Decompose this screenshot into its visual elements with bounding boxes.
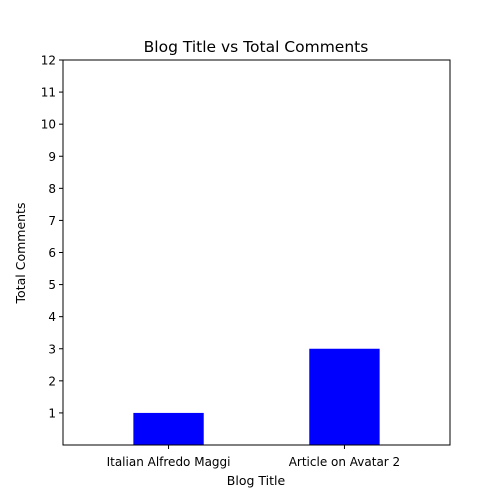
y-tick-label: 8 (48, 182, 56, 196)
y-tick-label: 12 (41, 54, 56, 68)
y-tick-label: 3 (48, 342, 56, 356)
x-tick-label: Article on Avatar 2 (289, 455, 400, 469)
y-tick-label: 4 (48, 310, 56, 324)
y-tick-label: 2 (48, 374, 56, 388)
y-axis-title: Total Comments (13, 203, 28, 305)
bar-0 (133, 412, 204, 445)
y-tick-label: 6 (48, 246, 56, 260)
bars-layer (133, 348, 380, 445)
y-tick-label: 5 (48, 278, 56, 292)
x-tick-label: Italian Alfredo Maggi (107, 455, 231, 469)
y-tick-label: 9 (48, 150, 56, 164)
y-tick-label: 10 (41, 118, 56, 132)
y-tick-label: 11 (41, 86, 56, 100)
x-axis: Italian Alfredo Maggi Article on Avatar 2 (107, 445, 400, 469)
plot-area-frame (62, 59, 451, 446)
y-tick-label: 1 (48, 406, 56, 420)
x-axis-title: Blog Title (227, 473, 286, 488)
bar-1 (309, 348, 380, 445)
chart-title: Blog Title vs Total Comments (144, 38, 369, 56)
y-tick-label: 7 (48, 214, 56, 228)
